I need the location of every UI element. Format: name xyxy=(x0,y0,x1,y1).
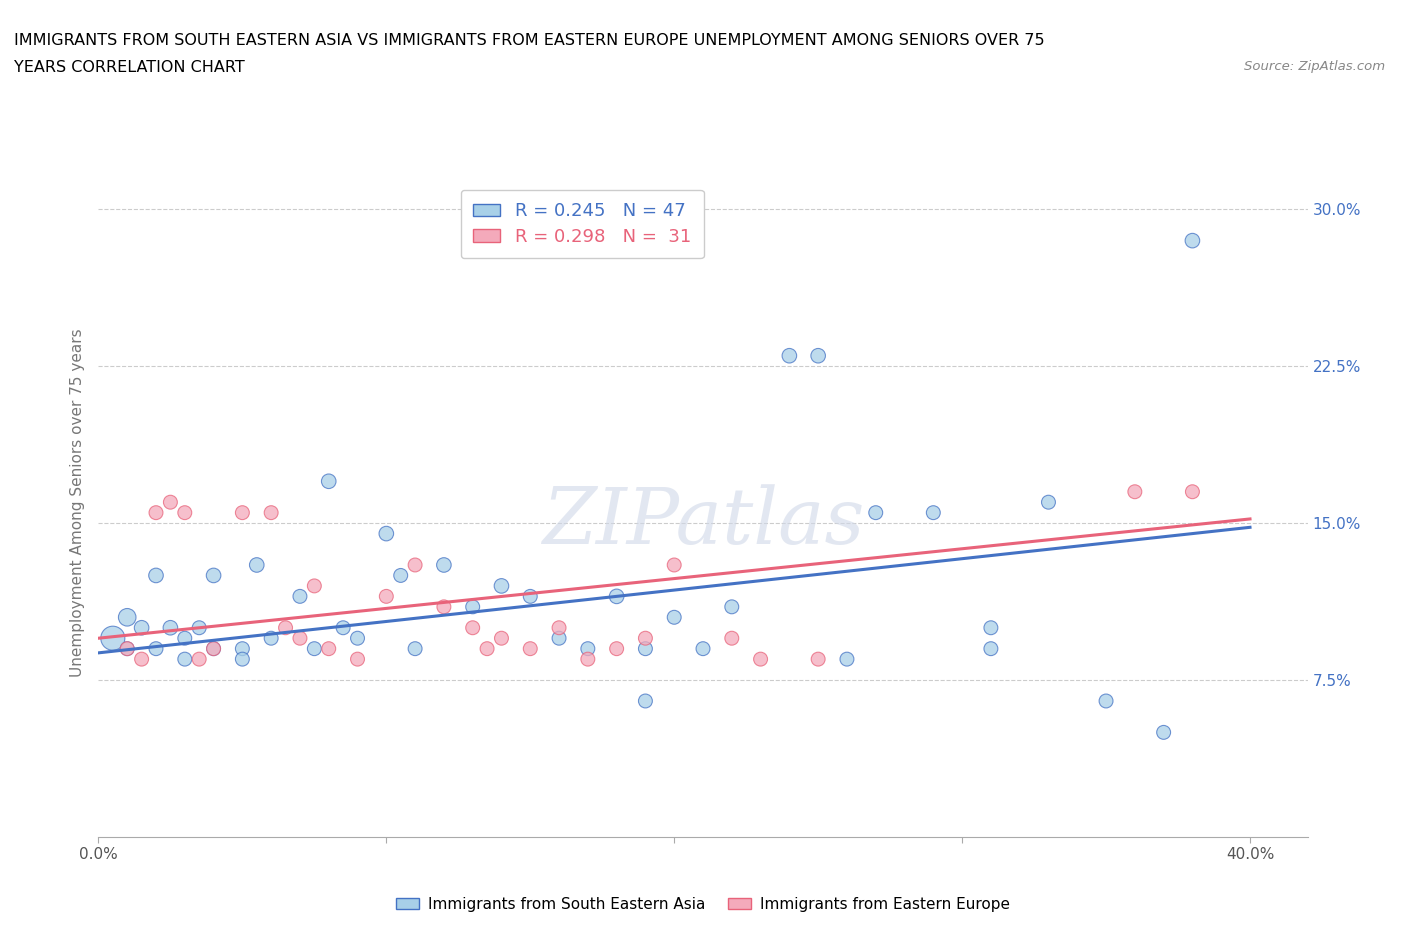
Point xyxy=(720,631,742,645)
Point xyxy=(519,642,541,657)
Point xyxy=(835,652,858,667)
Point xyxy=(173,505,195,520)
Point xyxy=(519,589,541,604)
Point xyxy=(115,642,138,657)
Text: YEARS CORRELATION CHART: YEARS CORRELATION CHART xyxy=(14,60,245,75)
Point xyxy=(491,631,513,645)
Y-axis label: Unemployment Among Seniors over 75 years: Unemployment Among Seniors over 75 years xyxy=(69,328,84,676)
Point xyxy=(332,620,354,635)
Point xyxy=(173,631,195,645)
Point xyxy=(1153,725,1175,740)
Point xyxy=(461,600,484,615)
Point xyxy=(246,558,269,573)
Point xyxy=(231,652,253,667)
Text: ZIPatlas: ZIPatlas xyxy=(541,485,865,561)
Point xyxy=(131,652,153,667)
Point xyxy=(145,568,167,583)
Point xyxy=(980,620,1002,635)
Point xyxy=(778,349,800,364)
Point xyxy=(274,620,297,635)
Point xyxy=(692,642,714,657)
Point xyxy=(1123,485,1146,499)
Point xyxy=(491,578,513,593)
Point xyxy=(807,349,830,364)
Point xyxy=(576,642,599,657)
Point xyxy=(173,652,195,667)
Point xyxy=(188,652,211,667)
Point xyxy=(231,642,253,657)
Point xyxy=(202,642,225,657)
Text: IMMIGRANTS FROM SOUTH EASTERN ASIA VS IMMIGRANTS FROM EASTERN EUROPE UNEMPLOYMEN: IMMIGRANTS FROM SOUTH EASTERN ASIA VS IM… xyxy=(14,33,1045,47)
Point xyxy=(922,505,945,520)
Point xyxy=(375,589,398,604)
Point xyxy=(346,631,368,645)
Point xyxy=(101,631,124,645)
Point xyxy=(1095,694,1118,709)
Point xyxy=(606,589,628,604)
Point xyxy=(807,652,830,667)
Point xyxy=(461,620,484,635)
Point xyxy=(1181,233,1204,248)
Point xyxy=(576,652,599,667)
Point xyxy=(664,610,686,625)
Point xyxy=(260,505,283,520)
Point xyxy=(389,568,412,583)
Point xyxy=(159,495,181,510)
Point xyxy=(404,558,426,573)
Point xyxy=(475,642,498,657)
Point xyxy=(433,600,456,615)
Point xyxy=(115,642,138,657)
Point xyxy=(634,694,657,709)
Point xyxy=(634,631,657,645)
Point xyxy=(346,652,368,667)
Point xyxy=(304,642,326,657)
Point xyxy=(548,620,571,635)
Point xyxy=(980,642,1002,657)
Point xyxy=(865,505,887,520)
Text: Source: ZipAtlas.com: Source: ZipAtlas.com xyxy=(1244,60,1385,73)
Point xyxy=(188,620,211,635)
Point xyxy=(231,505,253,520)
Point xyxy=(159,620,181,635)
Point xyxy=(318,474,340,489)
Point xyxy=(145,642,167,657)
Point xyxy=(318,642,340,657)
Point xyxy=(433,558,456,573)
Point xyxy=(1181,485,1204,499)
Point xyxy=(260,631,283,645)
Point xyxy=(606,642,628,657)
Point xyxy=(664,558,686,573)
Point xyxy=(115,610,138,625)
Point xyxy=(288,589,311,604)
Point xyxy=(749,652,772,667)
Point xyxy=(404,642,426,657)
Point xyxy=(304,578,326,593)
Legend: R = 0.245   N = 47, R = 0.298   N =  31: R = 0.245 N = 47, R = 0.298 N = 31 xyxy=(461,190,703,259)
Point xyxy=(202,568,225,583)
Point xyxy=(720,600,742,615)
Point xyxy=(634,642,657,657)
Point xyxy=(202,642,225,657)
Point xyxy=(145,505,167,520)
Legend: Immigrants from South Eastern Asia, Immigrants from Eastern Europe: Immigrants from South Eastern Asia, Immi… xyxy=(389,891,1017,918)
Point xyxy=(548,631,571,645)
Point xyxy=(1038,495,1060,510)
Point xyxy=(131,620,153,635)
Point xyxy=(288,631,311,645)
Point xyxy=(375,526,398,541)
